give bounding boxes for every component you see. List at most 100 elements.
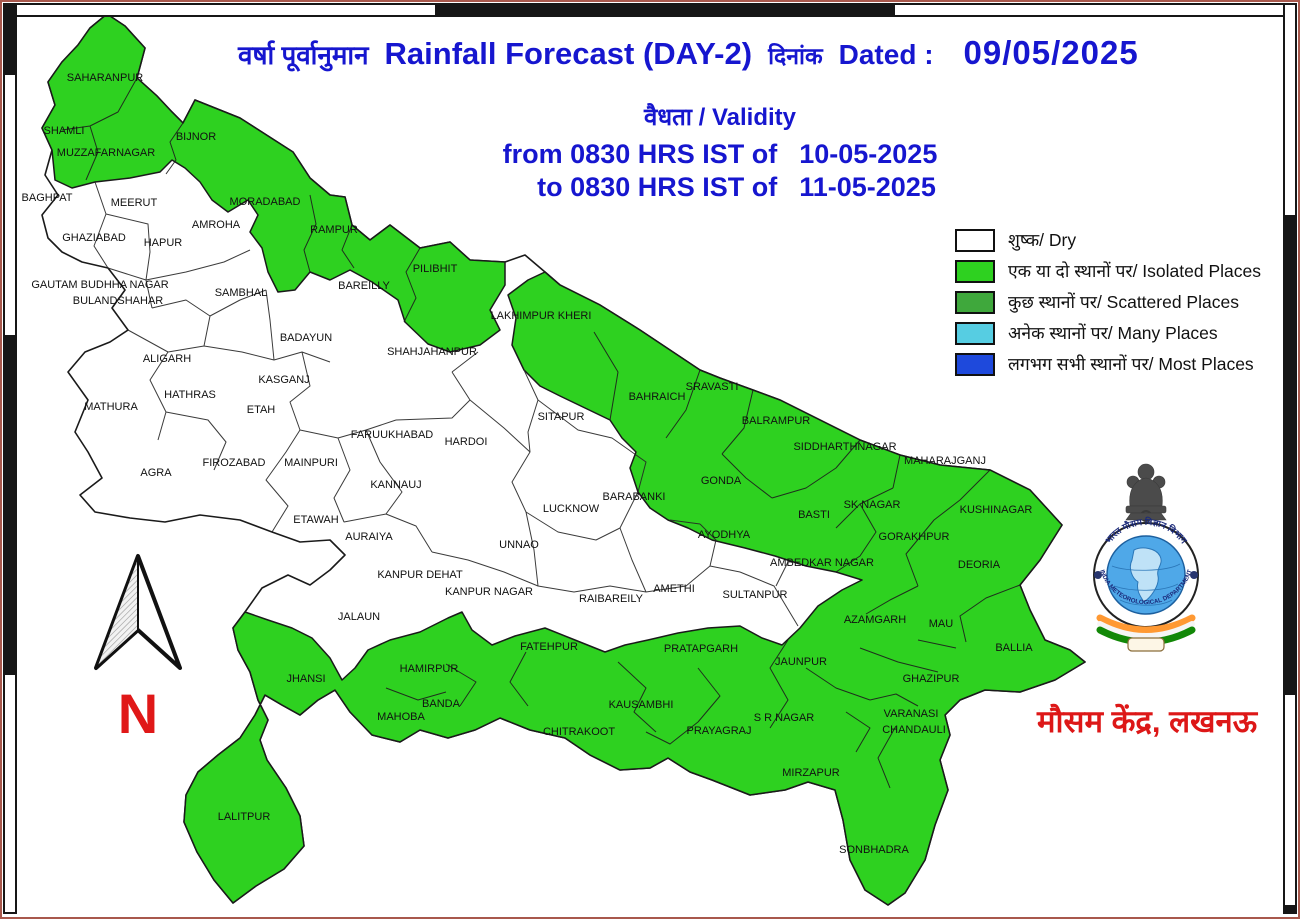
legend-item-dry: शुष्क/ Dry xyxy=(955,228,1261,252)
district-label-kushinagar: KUSHINAGAR xyxy=(960,504,1033,516)
district-label-ambedkar-nagar: AMBEDKAR NAGAR xyxy=(770,557,874,569)
district-label-mainpuri: MAINPURI xyxy=(284,457,338,469)
validity-from-date: 10-05-2025 xyxy=(799,139,938,169)
district-label-saharanpur: SAHARANPUR xyxy=(67,72,143,84)
district-label-maharajganj: MAHARAJGANJ xyxy=(904,455,986,467)
imd-logo-icon: भारत मौसम विज्ञान विभाग INDIA METEOROLOG… xyxy=(1093,463,1199,652)
district-label-fatehpur: FATEHPUR xyxy=(520,641,578,653)
district-label-kannauj: KANNAUJ xyxy=(370,479,421,491)
legend-item-isolated: एक या दो स्थानों पर/ Isolated Places xyxy=(955,259,1261,283)
district-label-hamirpur: HAMIRPUR xyxy=(400,663,459,675)
north-arrow: N xyxy=(88,550,188,742)
district-label-etawah: ETAWAH xyxy=(293,514,338,526)
district-label-sambhal: SAMBHAL xyxy=(215,287,268,299)
dated-label: Dated : xyxy=(838,39,934,70)
district-label-firozabad: FIROZABAD xyxy=(203,457,266,469)
district-label-sonbhadra: SONBHADRA xyxy=(839,844,909,856)
district-label-gorakhpur: GORAKHPUR xyxy=(879,531,950,543)
district-label-gonda: GONDA xyxy=(701,475,742,487)
district-label-kanpur-dehat: KANPUR DEHAT xyxy=(377,569,463,581)
district-label-balrampur: BALRAMPUR xyxy=(742,415,811,427)
district-label-pilibhit: PILIBHIT xyxy=(413,263,458,275)
green-region-northwest xyxy=(41,13,506,353)
district-label-kausambhi: KAUSAMBHI xyxy=(609,699,674,711)
district-label-mirzapur: MIRZAPUR xyxy=(782,767,840,779)
legend-item-many: अनेक स्थानों पर/ Many Places xyxy=(955,321,1261,345)
district-label-unnao: UNNAO xyxy=(499,539,539,551)
district-label-moradabad: MORADABAD xyxy=(230,196,301,208)
district-label-siddharthnagar: SIDDHARTHNAGAR xyxy=(793,441,896,453)
north-label: N xyxy=(117,682,159,745)
met-centre-text: मौसम केंद्र, लखनऊ xyxy=(1036,704,1258,739)
district-label-bijnor: BIJNOR xyxy=(176,131,216,143)
district-label-muzzafarnagar: MUZZAFARNAGAR xyxy=(57,147,155,159)
imd-logo: भारत मौसम विज्ञान विभाग INDIA METEOROLOG… xyxy=(1076,450,1216,670)
district-label-chandauli: CHANDAULI xyxy=(882,724,946,736)
legend-item-scattered: कुछ स्थानों पर/ Scattered Places xyxy=(955,290,1261,314)
title-english: Rainfall Forecast (DAY-2) xyxy=(384,36,753,71)
district-label-hathras: HATHRAS xyxy=(164,389,216,401)
district-label-meerut: MEERUT xyxy=(111,197,158,209)
legend-label-isolated: एक या दो स्थानों पर/ Isolated Places xyxy=(1008,261,1261,281)
district-label-azamgarh: AZAMGARH xyxy=(844,614,906,626)
dated-hindi: दिनांक xyxy=(768,43,823,69)
district-label-etah: ETAH xyxy=(247,404,276,416)
district-label-chitrakoot: CHITRAKOOT xyxy=(543,726,615,738)
legend-swatch-isolated xyxy=(955,259,995,283)
district-label-jaunpur: JAUNPUR xyxy=(775,656,827,668)
district-label-barabanki: BARABANKI xyxy=(603,491,666,503)
district-label-amroha: AMROHA xyxy=(192,219,241,231)
district-label-gautam-budhha-nagar: GAUTAM BUDHHA NAGAR xyxy=(31,279,168,291)
district-label-auraiya: AURAIYA xyxy=(345,531,393,543)
district-label-rampur: RAMPUR xyxy=(310,224,358,236)
district-label-shahjahanpur: SHAHJAHANPUR xyxy=(387,346,477,358)
district-label-basti: BASTI xyxy=(798,509,830,521)
district-label-raibareily: RAIBAREILY xyxy=(579,593,644,605)
district-label-varanasi: VARANASI xyxy=(884,708,939,720)
district-boundaries-isolated xyxy=(61,77,1021,789)
district-label-deoria: DEORIA xyxy=(958,559,1001,571)
district-label-kasganj: KASGANJ xyxy=(258,374,309,386)
dated-value: 09/05/2025 xyxy=(963,34,1139,71)
legend-label-scattered: कुछ स्थानों पर/ Scattered Places xyxy=(1008,292,1239,312)
district-label-lalitpur: LALITPUR xyxy=(218,811,271,823)
district-label-ballia: BALLIA xyxy=(995,642,1033,654)
validity-heading: वैधता / Validity xyxy=(643,104,797,131)
title-hindi: वर्षा पूर्वानुमान xyxy=(238,40,369,70)
district-label-bareilly: BAREILLY xyxy=(338,280,390,292)
district-label-ayodhya: AYODHYA xyxy=(698,529,751,541)
district-label-mahoba: MAHOBA xyxy=(377,711,425,723)
validity-from-label: from 0830 HRS IST of xyxy=(502,139,778,169)
district-label-sk-nagar: SK NAGAR xyxy=(844,499,901,511)
validity-block: वैधता / Validity from 0830 HRS IST of 10… xyxy=(430,100,1010,203)
map-title: वर्षा पूर्वानुमान Rainfall Forecast (DAY… xyxy=(238,34,1139,72)
district-label-sitapur: SITAPUR xyxy=(538,411,585,423)
district-label-banda: BANDA xyxy=(422,698,461,710)
legend-swatch-many xyxy=(955,321,995,345)
district-label-sultanpur: SULTANPUR xyxy=(723,589,788,601)
district-label-mau: MAU xyxy=(929,618,954,630)
legend-swatch-scattered xyxy=(955,290,995,314)
district-label-prayagraj: PRAYAGRAJ xyxy=(687,725,752,737)
district-label-mathura: MATHURA xyxy=(84,401,138,413)
district-label-shamli: SHAMLI xyxy=(44,125,85,137)
district-label-faruukhabad: FARUUKHABAD xyxy=(351,429,434,441)
district-labels: SAHARANPUR SHAMLI MUZZAFARNAGAR BIJNOR MORAD… xyxy=(22,72,1034,856)
district-boundaries-dry xyxy=(93,181,799,627)
validity-to-label: to 0830 HRS IST of xyxy=(537,172,778,202)
district-label-ghaziabad: GHAZIABAD xyxy=(62,232,126,244)
district-label-aligarh: ALIGARH xyxy=(143,353,191,365)
validity-to-date: 11-05-2025 xyxy=(799,172,936,202)
district-label-ghazipur: GHAZIPUR xyxy=(903,673,960,685)
legend-swatch-dry xyxy=(955,228,995,252)
district-label-bahraich: BAHRAICH xyxy=(629,391,686,403)
legend-label-most: लगभग सभी स्थानों पर/ Most Places xyxy=(1008,354,1254,374)
district-label-jhansi: JHANSI xyxy=(286,673,325,685)
legend-item-most: लगभग सभी स्थानों पर/ Most Places xyxy=(955,352,1261,376)
district-label-baghpat: BAGHPAT xyxy=(22,192,73,204)
district-label-hardoi: HARDOI xyxy=(445,436,488,448)
district-label-jalaun: JALAUN xyxy=(338,611,380,623)
legend-label-many: अनेक स्थानों पर/ Many Places xyxy=(1008,323,1218,343)
